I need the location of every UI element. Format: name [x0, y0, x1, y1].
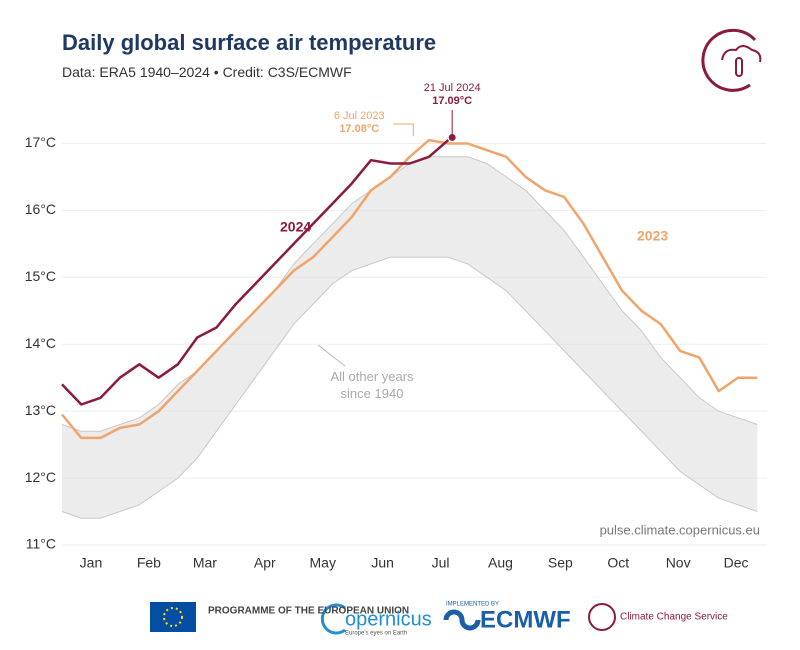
y-tick-label: 13°C: [25, 402, 56, 418]
x-tick-label: Oct: [607, 555, 629, 571]
c3s-text: Climate Change Service: [620, 612, 728, 623]
footer-logos: [150, 602, 616, 635]
x-tick-label: Jan: [80, 555, 103, 571]
band-area: [62, 156, 758, 519]
x-tick-label: Aug: [488, 555, 513, 571]
series-label: 2024: [280, 219, 311, 235]
series-line: [61, 138, 758, 440]
chart-subtitle: Data: ERA5 1940–2024 • Credit: C3S/ECMWF: [62, 64, 352, 80]
x-tick-label: May: [310, 555, 336, 571]
annotation-value: 17.08°C: [339, 123, 379, 135]
x-tick-label: Nov: [666, 555, 691, 571]
y-tick-label: 15°C: [25, 268, 56, 284]
y-tick-label: 11°C: [26, 536, 56, 552]
y-tick-label: 16°C: [25, 201, 56, 217]
copernicus-tagline: Europe's eyes on Earth: [345, 631, 407, 637]
series-label: 2023: [637, 228, 668, 244]
annotation-point: [448, 133, 456, 141]
band-label: All other years since 1940: [330, 369, 414, 401]
x-tick-label: Sep: [548, 555, 573, 571]
y-tick-label: 12°C: [25, 469, 56, 485]
y-tick-label: 17°C: [25, 134, 56, 150]
annotation-value: 17.09°C: [432, 95, 472, 107]
annotation-leader: [393, 123, 414, 137]
x-tick-label: Jul: [432, 555, 450, 571]
y-tick-label: 14°C: [25, 335, 56, 351]
x-tick-label: Jun: [371, 555, 394, 571]
implemented-text: IMPLEMENTED BY: [446, 602, 499, 608]
copernicus-text: opernicus: [345, 608, 432, 630]
series-line: [61, 139, 450, 406]
x-tick-label: Dec: [724, 555, 749, 571]
x-tick-label: Apr: [254, 555, 276, 571]
annotation-text: 21 Jul 2024: [424, 82, 481, 94]
chart-title: Daily global surface air temperature: [62, 30, 437, 55]
eu-text: PROGRAMME OF THE EUROPEAN UNION: [208, 606, 409, 617]
x-tick-label: Feb: [137, 555, 161, 571]
x-tick-label: Mar: [193, 555, 217, 571]
ecmwf-text: ECMWF: [480, 606, 571, 633]
source: pulse.climate.copernicus.eu: [600, 522, 760, 537]
band-edge: [61, 256, 758, 519]
annotation-text: 6 Jul 2023: [334, 110, 385, 122]
band-pointer: [317, 344, 346, 367]
logo: [701, 28, 762, 92]
